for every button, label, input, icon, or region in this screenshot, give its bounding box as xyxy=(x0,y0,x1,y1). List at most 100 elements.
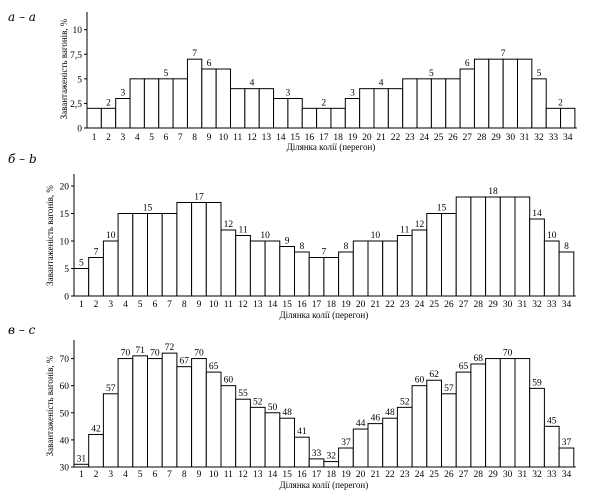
chart-0-xtick-label-6: 6 xyxy=(164,133,169,143)
chart-1-bar-16 xyxy=(294,251,310,297)
chart-2-bar-25 xyxy=(426,379,442,468)
chart-1-ytick-label-0: 0 xyxy=(64,293,69,303)
chart-1-xtick-label-27: 27 xyxy=(459,300,469,310)
chart-1-bar-18 xyxy=(323,257,340,297)
chart-1-xtick-label-33: 33 xyxy=(547,300,557,310)
chart-1-xtick-label-29: 29 xyxy=(488,300,498,310)
chart-0-bar-1 xyxy=(86,107,102,129)
chart-0-value-label-8: 3 xyxy=(350,89,355,99)
chart-0-xtick-label-28: 28 xyxy=(477,133,487,143)
chart-1-xtick-label-26: 26 xyxy=(444,300,454,310)
chart-0-panel-tag: а – а xyxy=(8,10,36,24)
chart-2-bar-3 xyxy=(102,393,119,468)
chart-1-xtick-label-31: 31 xyxy=(518,300,528,310)
chart-0-bar-28 xyxy=(473,58,490,129)
chart-0-bar-12 xyxy=(244,88,260,129)
chart-1-bar-31 xyxy=(514,196,531,297)
chart-2-bar-33 xyxy=(543,425,560,468)
chart-2-xtick-label-16: 16 xyxy=(297,470,307,480)
chart-1-bar-12 xyxy=(235,235,251,297)
chart-1-bar-27 xyxy=(455,196,472,297)
chart-0-bar-31 xyxy=(517,58,533,129)
chart-1-value-label-5: 12 xyxy=(224,220,234,230)
chart-2-ytick-label-1: 40 xyxy=(60,436,70,446)
chart-0-value-label-1: 3 xyxy=(121,89,126,99)
chart-2-xtick-label-21: 21 xyxy=(371,470,381,480)
chart-2-value-label-6: 72 xyxy=(165,343,175,353)
chart-1-bar-20 xyxy=(352,240,369,297)
chart-1-bar-8 xyxy=(176,202,193,297)
chart-2-bar-11 xyxy=(220,385,237,468)
chart-1-bar-28 xyxy=(470,196,487,297)
chart-0-xtick-label-7: 7 xyxy=(178,133,183,143)
chart-1-xtick-label-18: 18 xyxy=(327,300,337,310)
chart-2-value-label-16: 33 xyxy=(312,449,322,459)
chart-0-bar-27 xyxy=(459,68,475,129)
chart-2-value-label-3: 70 xyxy=(121,349,131,359)
chart-2-bar-10 xyxy=(205,371,222,468)
chart-2-value-label-4: 71 xyxy=(135,346,145,356)
chart-1-xtick-label-9: 9 xyxy=(197,300,202,310)
chart-0-xtick-label-15: 15 xyxy=(290,133,300,143)
chart-0-value-label-9: 4 xyxy=(379,79,384,89)
chart-2-ytick-label-4: 70 xyxy=(60,355,70,365)
chart-2-value-label-7: 67 xyxy=(180,357,190,367)
chart-1-panel-tag: б – b xyxy=(8,152,37,166)
chart-1-bar-29 xyxy=(485,196,501,297)
chart-1-value-label-19: 8 xyxy=(564,242,569,252)
chart-0-ytick-label-3: 7,5 xyxy=(70,51,82,61)
chart-2-bar-30 xyxy=(499,358,516,468)
chart-2-value-label-0: 31 xyxy=(77,454,87,464)
chart-2-xtick-label-24: 24 xyxy=(415,470,425,480)
chart-2-value-label-24: 62 xyxy=(429,370,439,380)
chart-1-xtick-label-32: 32 xyxy=(532,300,542,310)
chart-2-value-label-5: 70 xyxy=(150,349,160,359)
chart-2-xtick-label-1: 1 xyxy=(79,470,84,480)
chart-0-xtick-label-8: 8 xyxy=(192,133,197,143)
chart-2-value-label-15: 41 xyxy=(297,427,307,437)
chart-0-ytick-label-4: 10 xyxy=(73,26,83,36)
chart-0-xtick-label-12: 12 xyxy=(247,133,257,143)
chart-2-bar-7 xyxy=(161,352,178,468)
chart-1-bar-9 xyxy=(191,202,207,297)
chart-0-xtick-label-21: 21 xyxy=(376,133,386,143)
chart-0-x-axis-title: Ділянка колії (перегон) xyxy=(287,142,376,152)
chart-1-xtick-label-7: 7 xyxy=(167,300,172,310)
chart-2-bar-6 xyxy=(147,358,163,468)
chart-1-bar-4 xyxy=(117,213,134,297)
chart-2-xtick-label-10: 10 xyxy=(209,470,219,480)
chart-0-bar-8 xyxy=(186,58,203,129)
chart-0-bar-19 xyxy=(344,98,361,129)
chart-2-bar-9 xyxy=(191,358,207,468)
chart-0-bar-10 xyxy=(215,68,231,129)
chart-2-xtick-label-13: 13 xyxy=(253,470,263,480)
chart-1-bar-11 xyxy=(220,229,237,297)
chart-0-xtick-label-24: 24 xyxy=(419,133,429,143)
chart-2-ytick-label-0: 30 xyxy=(60,464,70,474)
chart-1-xtick-label-15: 15 xyxy=(282,300,292,310)
chart-2-value-label-18: 37 xyxy=(341,438,351,448)
chart-1-bar-30 xyxy=(499,196,516,297)
chart-0-bar-23 xyxy=(402,78,418,129)
chart-1-xtick-label-19: 19 xyxy=(341,300,351,310)
chart-2-xtick-label-30: 30 xyxy=(503,470,513,480)
chart-1-bar-32 xyxy=(529,218,545,297)
chart-0-xtick-label-11: 11 xyxy=(233,133,242,143)
chart-2-value-label-13: 50 xyxy=(268,403,278,413)
chart-2-value-label-14: 48 xyxy=(282,408,292,418)
chart-1-value-label-16: 18 xyxy=(488,187,498,197)
chart-2-value-label-10: 60 xyxy=(224,376,234,386)
chart-2-xtick-label-20: 20 xyxy=(356,470,366,480)
chart-2-value-label-8: 70 xyxy=(194,349,204,359)
chart-0-value-label-13: 5 xyxy=(537,69,542,79)
chart-2-xtick-label-25: 25 xyxy=(429,470,439,480)
chart-0-bar-2 xyxy=(100,107,117,129)
chart-0-xtick-label-23: 23 xyxy=(405,133,415,143)
chart-0-xtick-label-2: 2 xyxy=(106,133,111,143)
chart-1-bar-25 xyxy=(426,213,442,297)
chart-2-bar-8 xyxy=(176,366,193,468)
chart-0-value-label-10: 5 xyxy=(429,69,434,79)
chart-2-bar-4 xyxy=(117,358,134,468)
chart-1-bar-2 xyxy=(88,257,104,297)
chart-0-bar-26 xyxy=(445,78,461,129)
